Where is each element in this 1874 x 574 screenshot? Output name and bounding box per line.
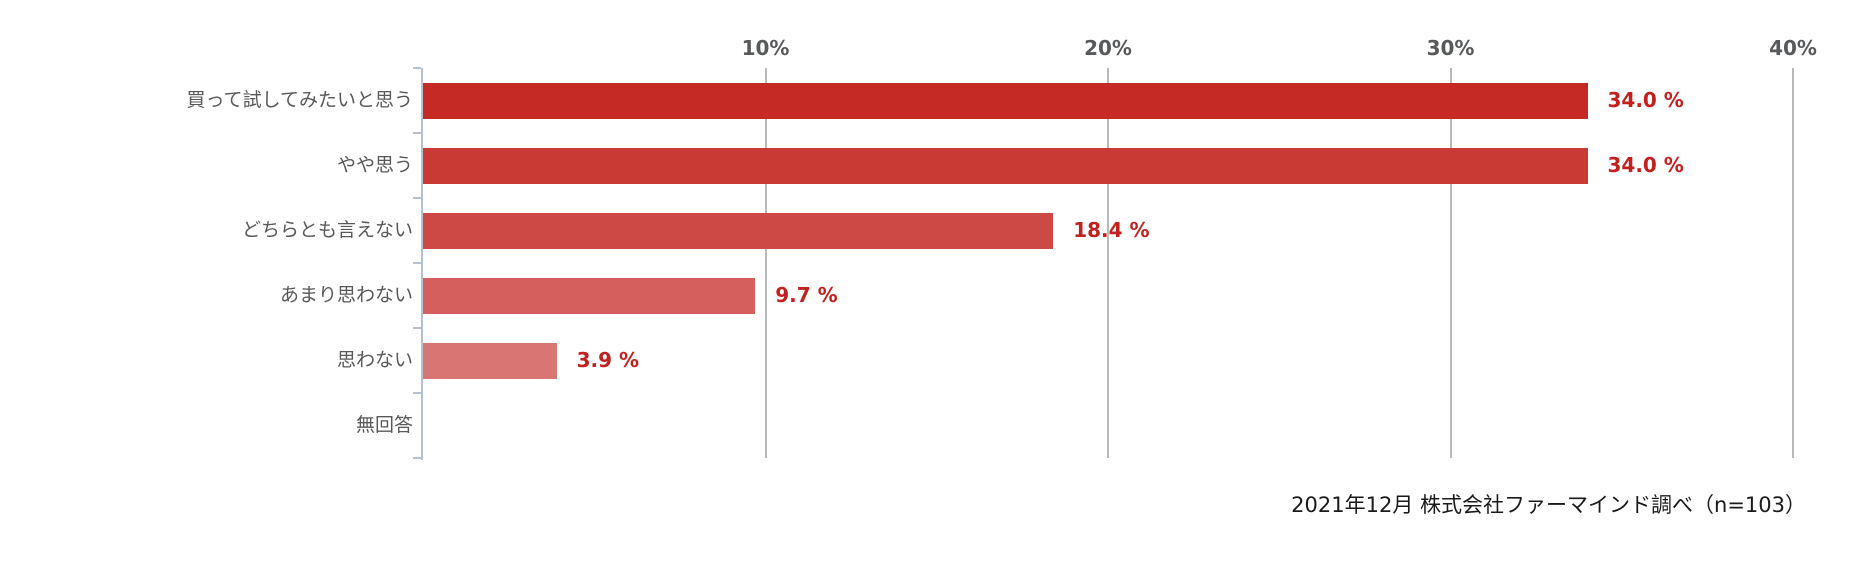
category-label: やや思う — [336, 154, 413, 176]
bar-value-label: 34.0 % — [1607, 153, 1684, 177]
category-label: どちらとも言えない — [241, 219, 413, 241]
bar — [423, 147, 1588, 184]
bar — [423, 277, 756, 314]
y-axis-tick — [413, 262, 421, 264]
gridline-20% — [1107, 68, 1109, 458]
bar — [423, 82, 1588, 119]
bar-value-label: 34.0 % — [1607, 88, 1684, 112]
gridline-10% — [764, 68, 767, 458]
y-axis-tick — [413, 327, 421, 329]
bar-value-label: 3.9 % — [576, 348, 639, 372]
y-axis-line — [421, 68, 423, 460]
y-axis-tick — [413, 197, 421, 199]
y-axis-tick — [413, 392, 421, 394]
bar — [423, 212, 1054, 249]
gridline-30% — [1449, 68, 1452, 458]
bar-value-label: 9.7 % — [775, 283, 838, 307]
y-axis-tick — [413, 132, 421, 134]
x-axis-tick-label: 30% — [1426, 36, 1475, 60]
chart-caption: 2021年12月 株式会社ファーマインド調べ（n=103） — [1291, 493, 1806, 517]
category-label: 思わない — [336, 349, 413, 371]
x-axis-tick-label: 20% — [1084, 36, 1132, 60]
category-label: あまり思わない — [279, 284, 413, 306]
category-label: 無回答 — [355, 414, 413, 436]
x-axis-tick-label: 10% — [741, 36, 790, 60]
bar — [423, 342, 557, 379]
category-label: 買って試してみたいと思う — [186, 89, 413, 111]
y-axis-tick — [413, 457, 421, 459]
x-axis-tick-label: 40% — [1769, 36, 1817, 60]
bar-value-label: 18.4 % — [1073, 218, 1150, 242]
y-axis-tick — [413, 67, 421, 69]
gridline-40% — [1792, 68, 1794, 458]
